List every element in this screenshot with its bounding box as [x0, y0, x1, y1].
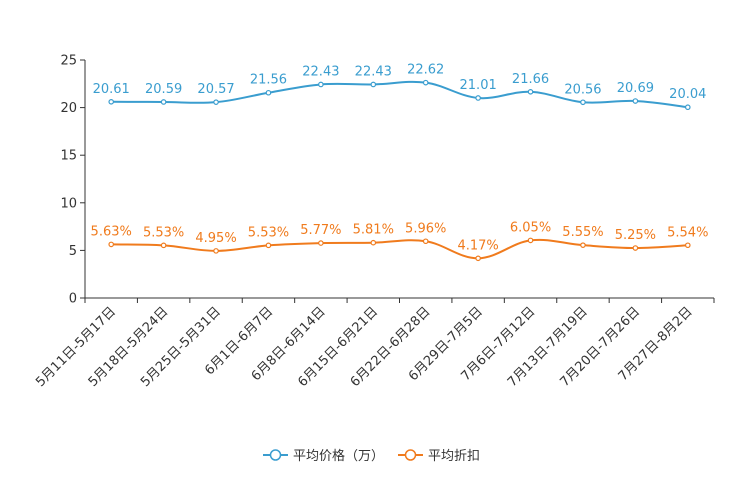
legend[interactable]: 平均价格（万） 平均折扣	[263, 448, 480, 464]
legend-item-avg-discount[interactable]: 平均折扣	[398, 449, 480, 464]
data-label: 20.56	[564, 82, 601, 97]
data-point[interactable]	[265, 89, 272, 96]
legend-label: 平均折扣	[428, 449, 480, 464]
series-avg-discount: 5.63% 5.53% 4.95% 5.53% 5.77% 5.81% 5.96% 4.17%…	[91, 220, 708, 262]
data-label: 20.69	[617, 81, 654, 96]
data-label: 20.04	[669, 87, 706, 102]
data-point[interactable]	[527, 237, 534, 244]
data-label: 22.62	[407, 63, 444, 78]
data-point[interactable]	[160, 242, 167, 249]
data-label: 5.53%	[143, 225, 184, 240]
y-tick-label: 20	[60, 101, 77, 116]
data-point[interactable]	[213, 99, 219, 105]
data-label: 20.59	[145, 82, 182, 97]
data-point[interactable]	[684, 104, 691, 111]
data-point[interactable]	[684, 242, 691, 249]
data-label: 20.57	[197, 82, 234, 97]
data-point[interactable]	[318, 240, 324, 246]
data-label: 21.01	[460, 78, 497, 93]
data-label: 5.63%	[91, 224, 132, 239]
y-tick-label: 10	[60, 196, 77, 211]
data-label: 5.25%	[615, 228, 656, 243]
data-label: 21.66	[512, 72, 549, 87]
legend-marker-icon	[404, 449, 417, 461]
x-axis: 5月11日-5月17日5月18日-5月24日5月25日-5月31日6月1日-6月…	[33, 297, 715, 390]
series-layer: 20.61 20.59 20.57 21.56 22.43 22.43 22.62 21.01…	[91, 63, 708, 262]
data-point[interactable]	[475, 255, 481, 262]
data-label: 21.56	[250, 73, 287, 88]
series-line	[111, 238, 688, 260]
data-point[interactable]	[265, 242, 272, 249]
legend-item-avg-price[interactable]: 平均价格（万）	[263, 448, 384, 464]
y-tick-label: 25	[60, 54, 77, 69]
y-tick-label: 15	[60, 149, 77, 164]
data-point[interactable]	[422, 79, 429, 86]
data-point[interactable]	[632, 245, 639, 251]
y-axis: 0 5 10 15 20 25	[60, 54, 86, 307]
data-label: 4.17%	[457, 238, 498, 253]
data-label: 5.81%	[353, 223, 394, 238]
series-line	[111, 80, 688, 109]
data-point[interactable]	[475, 95, 481, 101]
data-label: 20.61	[93, 82, 130, 97]
data-label: 5.96%	[405, 221, 446, 236]
data-label: 5.54%	[667, 225, 708, 240]
data-point[interactable]	[580, 242, 586, 248]
y-tick-label: 0	[69, 292, 77, 307]
data-point[interactable]	[527, 88, 534, 95]
data-point[interactable]	[213, 248, 219, 254]
data-point[interactable]	[422, 238, 429, 245]
data-label: 22.43	[355, 64, 392, 79]
data-label: 5.77%	[300, 223, 341, 238]
data-point[interactable]	[108, 98, 115, 105]
series-avg-price: 20.61 20.59 20.57 21.56 22.43 22.43 22.62 21.01…	[93, 63, 706, 111]
legend-label: 平均价格（万）	[293, 448, 384, 464]
data-label: 5.55%	[562, 225, 603, 240]
data-label: 22.43	[302, 64, 339, 79]
data-point[interactable]	[160, 99, 167, 105]
legend-marker-icon	[269, 449, 282, 461]
data-label: 5.53%	[248, 225, 289, 240]
data-label: 6.05%	[510, 220, 551, 235]
y-tick-label: 5	[69, 244, 77, 259]
data-point[interactable]	[108, 241, 115, 248]
data-point[interactable]	[580, 99, 586, 106]
data-point[interactable]	[318, 81, 324, 88]
data-point[interactable]	[370, 239, 377, 246]
data-label: 4.95%	[195, 231, 236, 246]
data-point[interactable]	[632, 98, 639, 104]
data-point[interactable]	[370, 81, 377, 88]
